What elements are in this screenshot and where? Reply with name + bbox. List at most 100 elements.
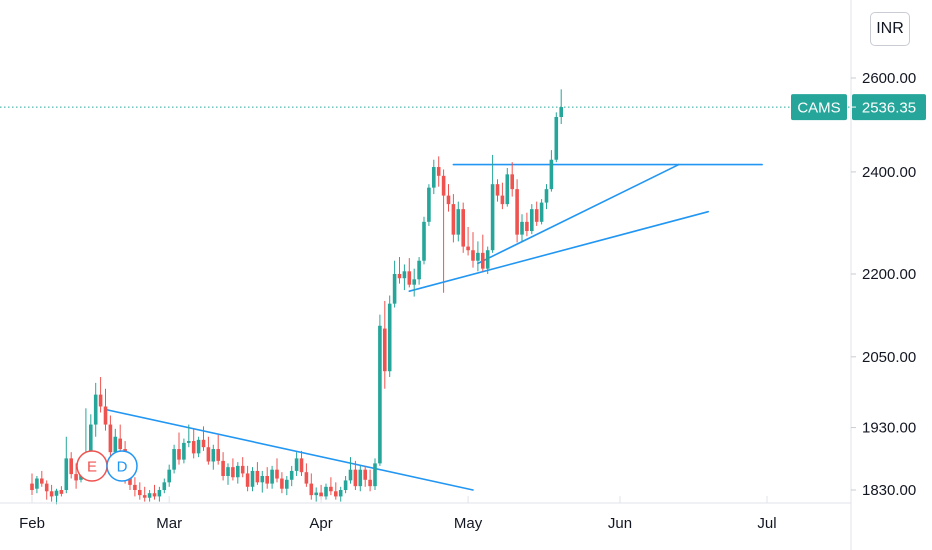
candle-body xyxy=(432,167,436,188)
y-tick-label: 1930.00 xyxy=(862,420,916,437)
candle xyxy=(206,436,211,465)
candle xyxy=(40,470,44,487)
candle xyxy=(422,216,426,265)
candle xyxy=(108,415,113,459)
x-tick-label: May xyxy=(454,515,483,532)
candle-body xyxy=(44,483,49,492)
trendline[interactable] xyxy=(408,210,710,292)
candle xyxy=(481,234,485,272)
candle xyxy=(167,464,171,487)
price-axis[interactable]: 2600.00 2400.00 2200.00 2050.00 1930.00 1830.… xyxy=(851,70,916,499)
candle xyxy=(363,465,367,487)
candle-body xyxy=(329,486,333,492)
candle xyxy=(387,295,392,378)
candle-body xyxy=(490,184,495,251)
candle-body xyxy=(89,424,93,459)
candle-body xyxy=(314,492,318,496)
candle xyxy=(191,428,196,459)
candle xyxy=(378,314,382,466)
candle xyxy=(544,184,549,210)
candle xyxy=(539,199,544,225)
candle-body xyxy=(427,187,431,222)
candle xyxy=(515,179,519,243)
candle xyxy=(265,467,269,489)
candle xyxy=(142,486,147,502)
candle-body xyxy=(133,484,137,490)
candle-body xyxy=(334,491,338,497)
candle xyxy=(466,226,470,256)
candle xyxy=(299,450,304,476)
candle xyxy=(69,452,73,479)
candle xyxy=(285,475,289,496)
candle-body xyxy=(64,458,69,490)
candle xyxy=(54,488,59,505)
candle xyxy=(549,150,554,192)
candle xyxy=(343,475,348,494)
candle-body xyxy=(387,303,392,372)
candle-body xyxy=(98,394,103,407)
x-tick-label: Jun xyxy=(608,515,632,532)
candle xyxy=(221,452,225,481)
candle xyxy=(495,179,500,202)
currency-button[interactable]: INR xyxy=(870,12,910,46)
x-tick-label: Mar xyxy=(156,515,182,532)
candle-body xyxy=(299,458,304,473)
symbol-label-box xyxy=(791,94,847,121)
candle xyxy=(226,463,230,485)
candle-body xyxy=(407,271,412,285)
candle-body xyxy=(466,246,470,251)
candle xyxy=(187,424,191,448)
candle-body xyxy=(93,394,98,425)
candle xyxy=(334,482,338,500)
candle-body xyxy=(353,469,358,487)
candle xyxy=(456,201,461,242)
candle xyxy=(554,112,559,163)
last-price-tag: CAMS 2536.35 xyxy=(791,94,926,121)
candle xyxy=(441,169,446,293)
candle xyxy=(304,463,309,487)
candle-body xyxy=(167,469,171,483)
trendlines[interactable] xyxy=(104,163,763,491)
candle-body xyxy=(294,458,299,471)
candle-body xyxy=(206,447,211,462)
dividend-marker[interactable]: D xyxy=(106,450,138,482)
candle xyxy=(368,469,372,492)
candle-body xyxy=(103,406,108,425)
last-price-label: 2536.35 xyxy=(862,100,916,117)
candle-body xyxy=(358,469,363,487)
candle xyxy=(103,388,108,431)
candle xyxy=(162,478,167,494)
candle xyxy=(74,463,78,489)
candle-body xyxy=(270,469,274,484)
candle-body xyxy=(559,107,563,117)
candle xyxy=(348,457,353,484)
earnings-marker[interactable]: E xyxy=(76,450,108,482)
candle-body xyxy=(201,439,206,448)
candle-body xyxy=(446,195,451,205)
candle-body xyxy=(436,167,441,176)
candle xyxy=(358,465,363,492)
candle xyxy=(407,258,412,288)
trendline[interactable] xyxy=(104,408,474,491)
time-axis[interactable]: Feb Mar Apr May Jun Jul xyxy=(19,496,777,532)
candle-body xyxy=(309,483,314,496)
candle-body xyxy=(74,474,78,481)
trendline[interactable] xyxy=(477,163,680,265)
candle xyxy=(446,184,451,212)
candle-body xyxy=(182,442,186,460)
candle-body xyxy=(539,202,544,222)
candle-body xyxy=(525,221,529,232)
candle-body xyxy=(285,479,289,489)
candle xyxy=(250,467,255,492)
candle-body xyxy=(485,250,490,269)
candle-body xyxy=(373,463,377,487)
candle-body xyxy=(240,465,245,474)
candle xyxy=(216,434,220,465)
candle-body xyxy=(520,221,524,235)
candle-body xyxy=(260,475,265,483)
candle xyxy=(93,382,98,437)
candle-body xyxy=(397,273,402,279)
candle-body xyxy=(35,478,39,489)
